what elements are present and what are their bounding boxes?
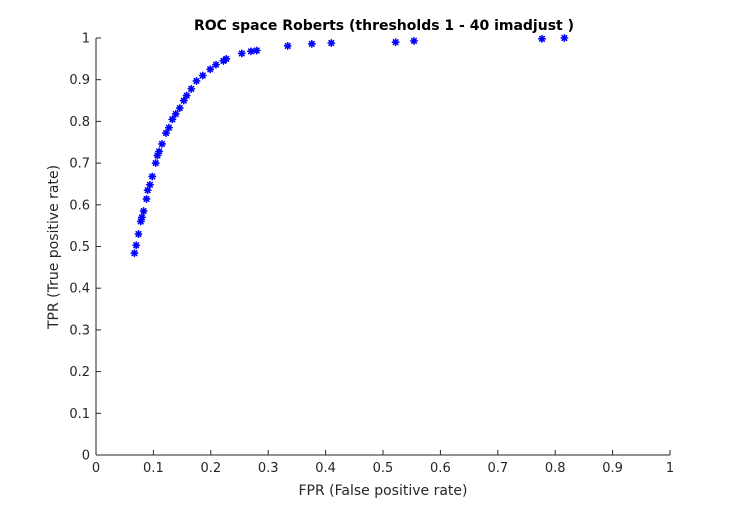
y-tick-label: 0 [82,449,90,464]
data-point [139,207,148,216]
data-point [148,172,157,181]
x-tick-label: 0.3 [258,461,279,476]
y-tick-label: 0.9 [69,73,90,88]
data-point [145,180,154,189]
x-tick-label: 0.9 [602,461,623,476]
y-tick-label: 1 [82,32,90,47]
data-point [192,76,201,85]
y-tick-label: 0.2 [69,365,90,380]
data-point [211,60,220,69]
data-point [198,71,207,80]
data-point [537,34,546,43]
data-point [143,186,152,195]
data-point [206,65,215,74]
x-tick-label: 0.7 [487,461,508,476]
data-point [182,91,191,100]
data-point [283,41,292,50]
data-point [168,115,177,124]
data-point [155,147,164,156]
y-tick-label: 0.4 [69,282,90,297]
y-tick-label: 0.3 [69,323,90,338]
data-point [252,46,261,55]
x-tick-label: 0.6 [430,461,451,476]
y-axis-ticks: 0 0.1 0.2 0.3 0.4 0.5 0.6 0.7 0.8 0.9 1 [69,32,101,464]
y-tick-label: 0.5 [69,240,90,255]
x-tick-label: 0.8 [545,461,566,476]
x-tick-label: 0.4 [315,461,336,476]
data-point [164,123,173,132]
data-point [391,38,400,47]
data-point [175,104,184,113]
data-point [246,47,255,56]
data-point [560,33,569,43]
data-points [130,33,569,258]
y-tick-label: 0.6 [69,198,90,213]
data-point [130,249,139,258]
x-axis-label: FPR (False positive rate) [299,483,468,499]
x-tick-label: 1 [666,461,674,476]
x-tick-label: 0.1 [143,461,164,476]
data-point [179,96,188,105]
y-tick-label: 0.1 [69,407,90,422]
chart-title: ROC space Roberts (thresholds 1 - 40 ima… [194,18,574,34]
data-point [151,159,160,168]
data-point [237,49,246,58]
x-tick-label: 0.2 [200,461,221,476]
data-point [158,139,167,148]
data-point [307,39,316,48]
x-tick-label: 0 [92,461,100,476]
data-point [187,84,196,93]
x-tick-label: 0.5 [373,461,394,476]
data-point [409,36,418,45]
plot-area [96,38,670,455]
data-point [171,109,180,118]
data-point [137,213,146,222]
data-point [162,129,171,138]
y-axis-label: TPR (True positive rate) [46,165,62,330]
data-point [327,39,336,48]
data-point [222,54,231,63]
data-point [134,229,143,238]
y-tick-label: 0.8 [69,115,90,130]
data-point [132,241,141,250]
x-axis-ticks: 0 0.1 0.2 0.3 0.4 0.5 0.6 0.7 0.8 0.9 1 [92,450,674,476]
data-point [142,194,151,203]
y-tick-label: 0.7 [69,157,90,172]
